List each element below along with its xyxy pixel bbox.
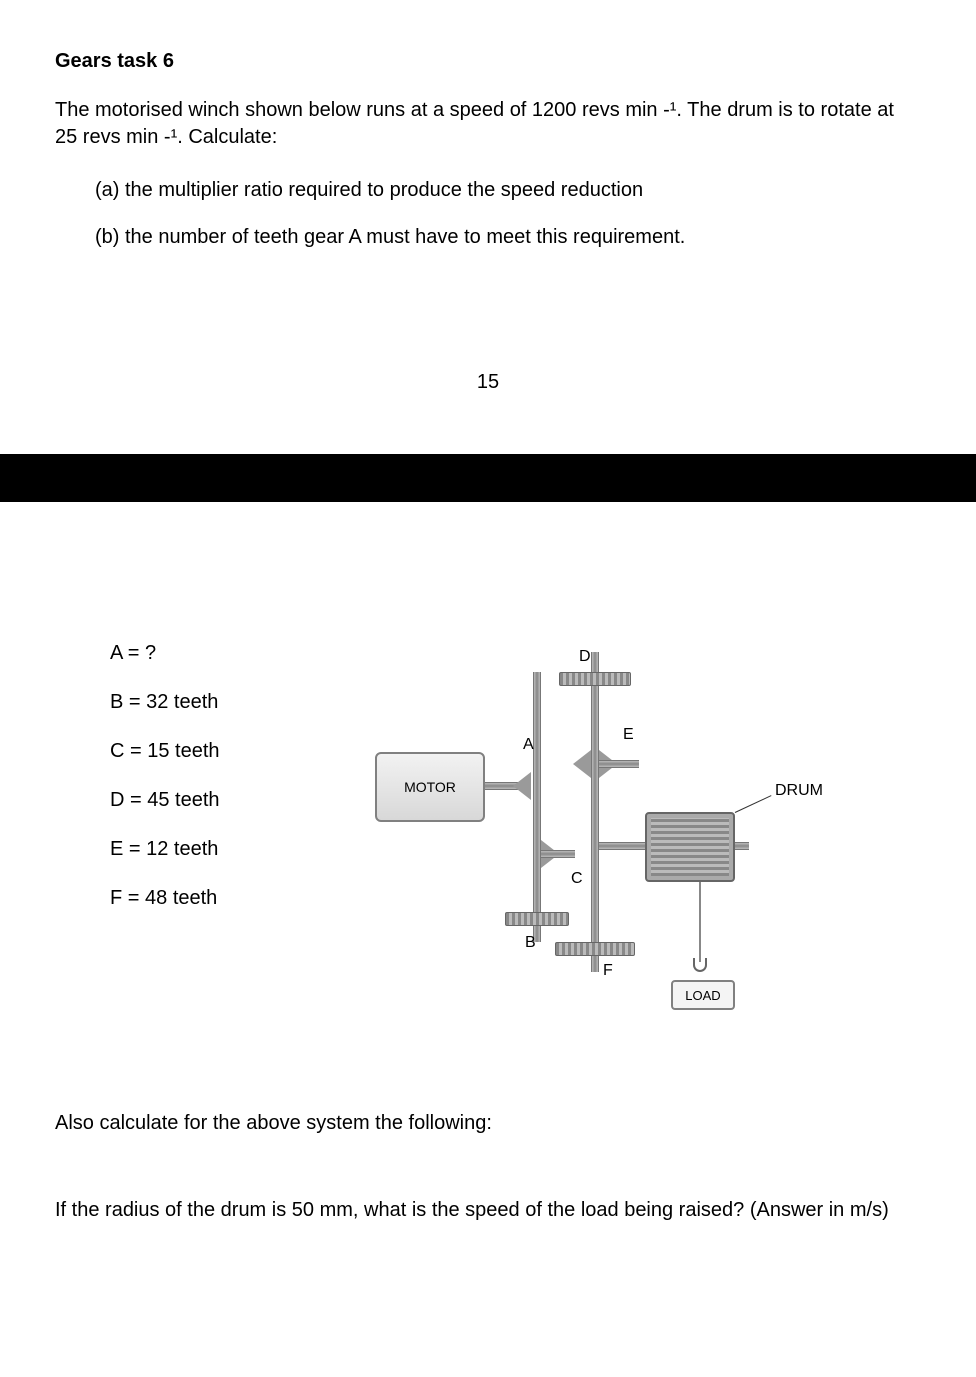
cable	[699, 882, 701, 962]
question-b: (b) the number of teeth gear A must have…	[95, 224, 921, 251]
winch-diagram: MOTOR	[355, 642, 921, 1062]
shaft-c-link	[541, 850, 575, 858]
followup-question: If the radius of the drum is 50 mm, what…	[55, 1195, 921, 1225]
teeth-C: C = 15 teeth	[110, 740, 355, 763]
page-top: Gears task 6 The motorised winch shown b…	[0, 0, 976, 454]
drum-icon	[645, 812, 735, 882]
teeth-list: A = ? B = 32 teeth C = 15 teeth D = 45 t…	[55, 642, 355, 936]
teeth-F: F = 48 teeth	[110, 887, 355, 910]
label-F: F	[603, 962, 613, 980]
teeth-B: B = 32 teeth	[110, 691, 355, 714]
motor-box: MOTOR	[375, 752, 485, 822]
label-E: E	[623, 726, 634, 744]
teeth-E: E = 12 teeth	[110, 838, 355, 861]
shaft-e-drum	[599, 760, 639, 768]
label-C: C	[571, 870, 583, 888]
teeth-A: A = ?	[110, 642, 355, 665]
gear-A-icon	[513, 772, 531, 800]
gear-E-icon-2	[573, 750, 591, 778]
shaft-1	[533, 672, 541, 942]
question-list: (a) the multiplier ratio required to pro…	[55, 177, 921, 251]
data-diagram-row: A = ? B = 32 teeth C = 15 teeth D = 45 t…	[55, 642, 921, 1062]
teeth-D: D = 45 teeth	[110, 789, 355, 812]
page-number: 15	[55, 371, 921, 394]
gear-D-icon	[559, 672, 631, 686]
page-separator	[0, 454, 976, 502]
gear-B-icon	[505, 912, 569, 926]
drum-label: DRUM	[775, 782, 823, 800]
hook-icon	[693, 958, 707, 972]
load-label: LOAD	[685, 988, 720, 1003]
label-D: D	[579, 648, 591, 666]
question-a: (a) the multiplier ratio required to pro…	[95, 177, 921, 204]
load-box: LOAD	[671, 980, 735, 1010]
label-A: A	[523, 736, 534, 754]
intro-text: The motorised winch shown below runs at …	[55, 97, 921, 151]
label-B: B	[525, 934, 536, 952]
page-bottom: A = ? B = 32 teeth C = 15 teeth D = 45 t…	[0, 502, 976, 1255]
followup-intro: Also calculate for the above system the …	[55, 1112, 921, 1135]
drum-leader	[735, 795, 772, 813]
gear-F-icon	[555, 942, 635, 956]
task-title: Gears task 6	[55, 50, 921, 73]
motor-label: MOTOR	[404, 779, 456, 795]
shaft-2	[591, 652, 599, 972]
